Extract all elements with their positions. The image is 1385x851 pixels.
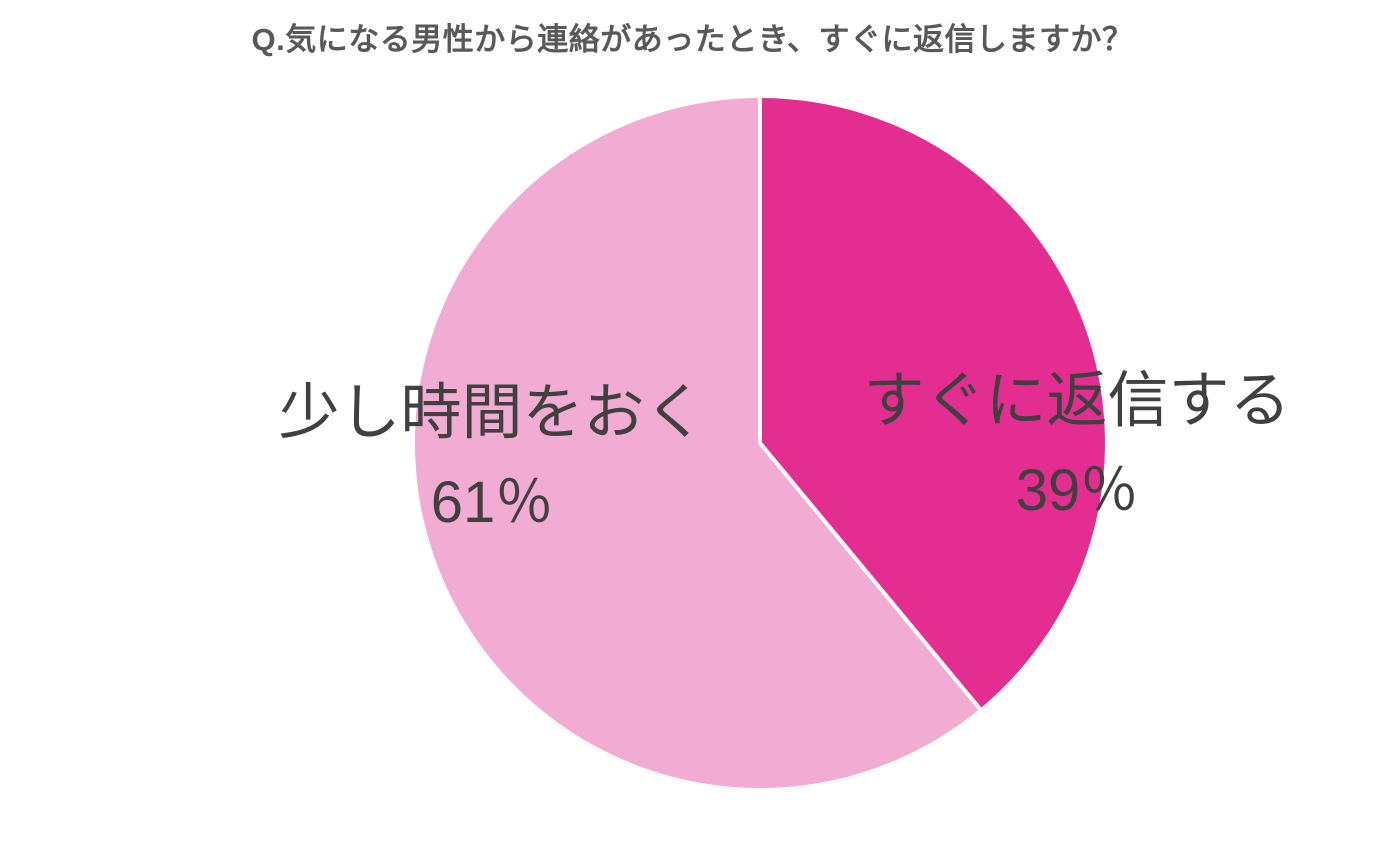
chart-title: Q.気になる男性から連絡があったとき、すぐに返信しますか？ [251, 22, 1134, 57]
pie-slice-1 [414, 98, 980, 788]
slice-divider [758, 441, 982, 711]
pie-slice-0 [760, 98, 1105, 709]
